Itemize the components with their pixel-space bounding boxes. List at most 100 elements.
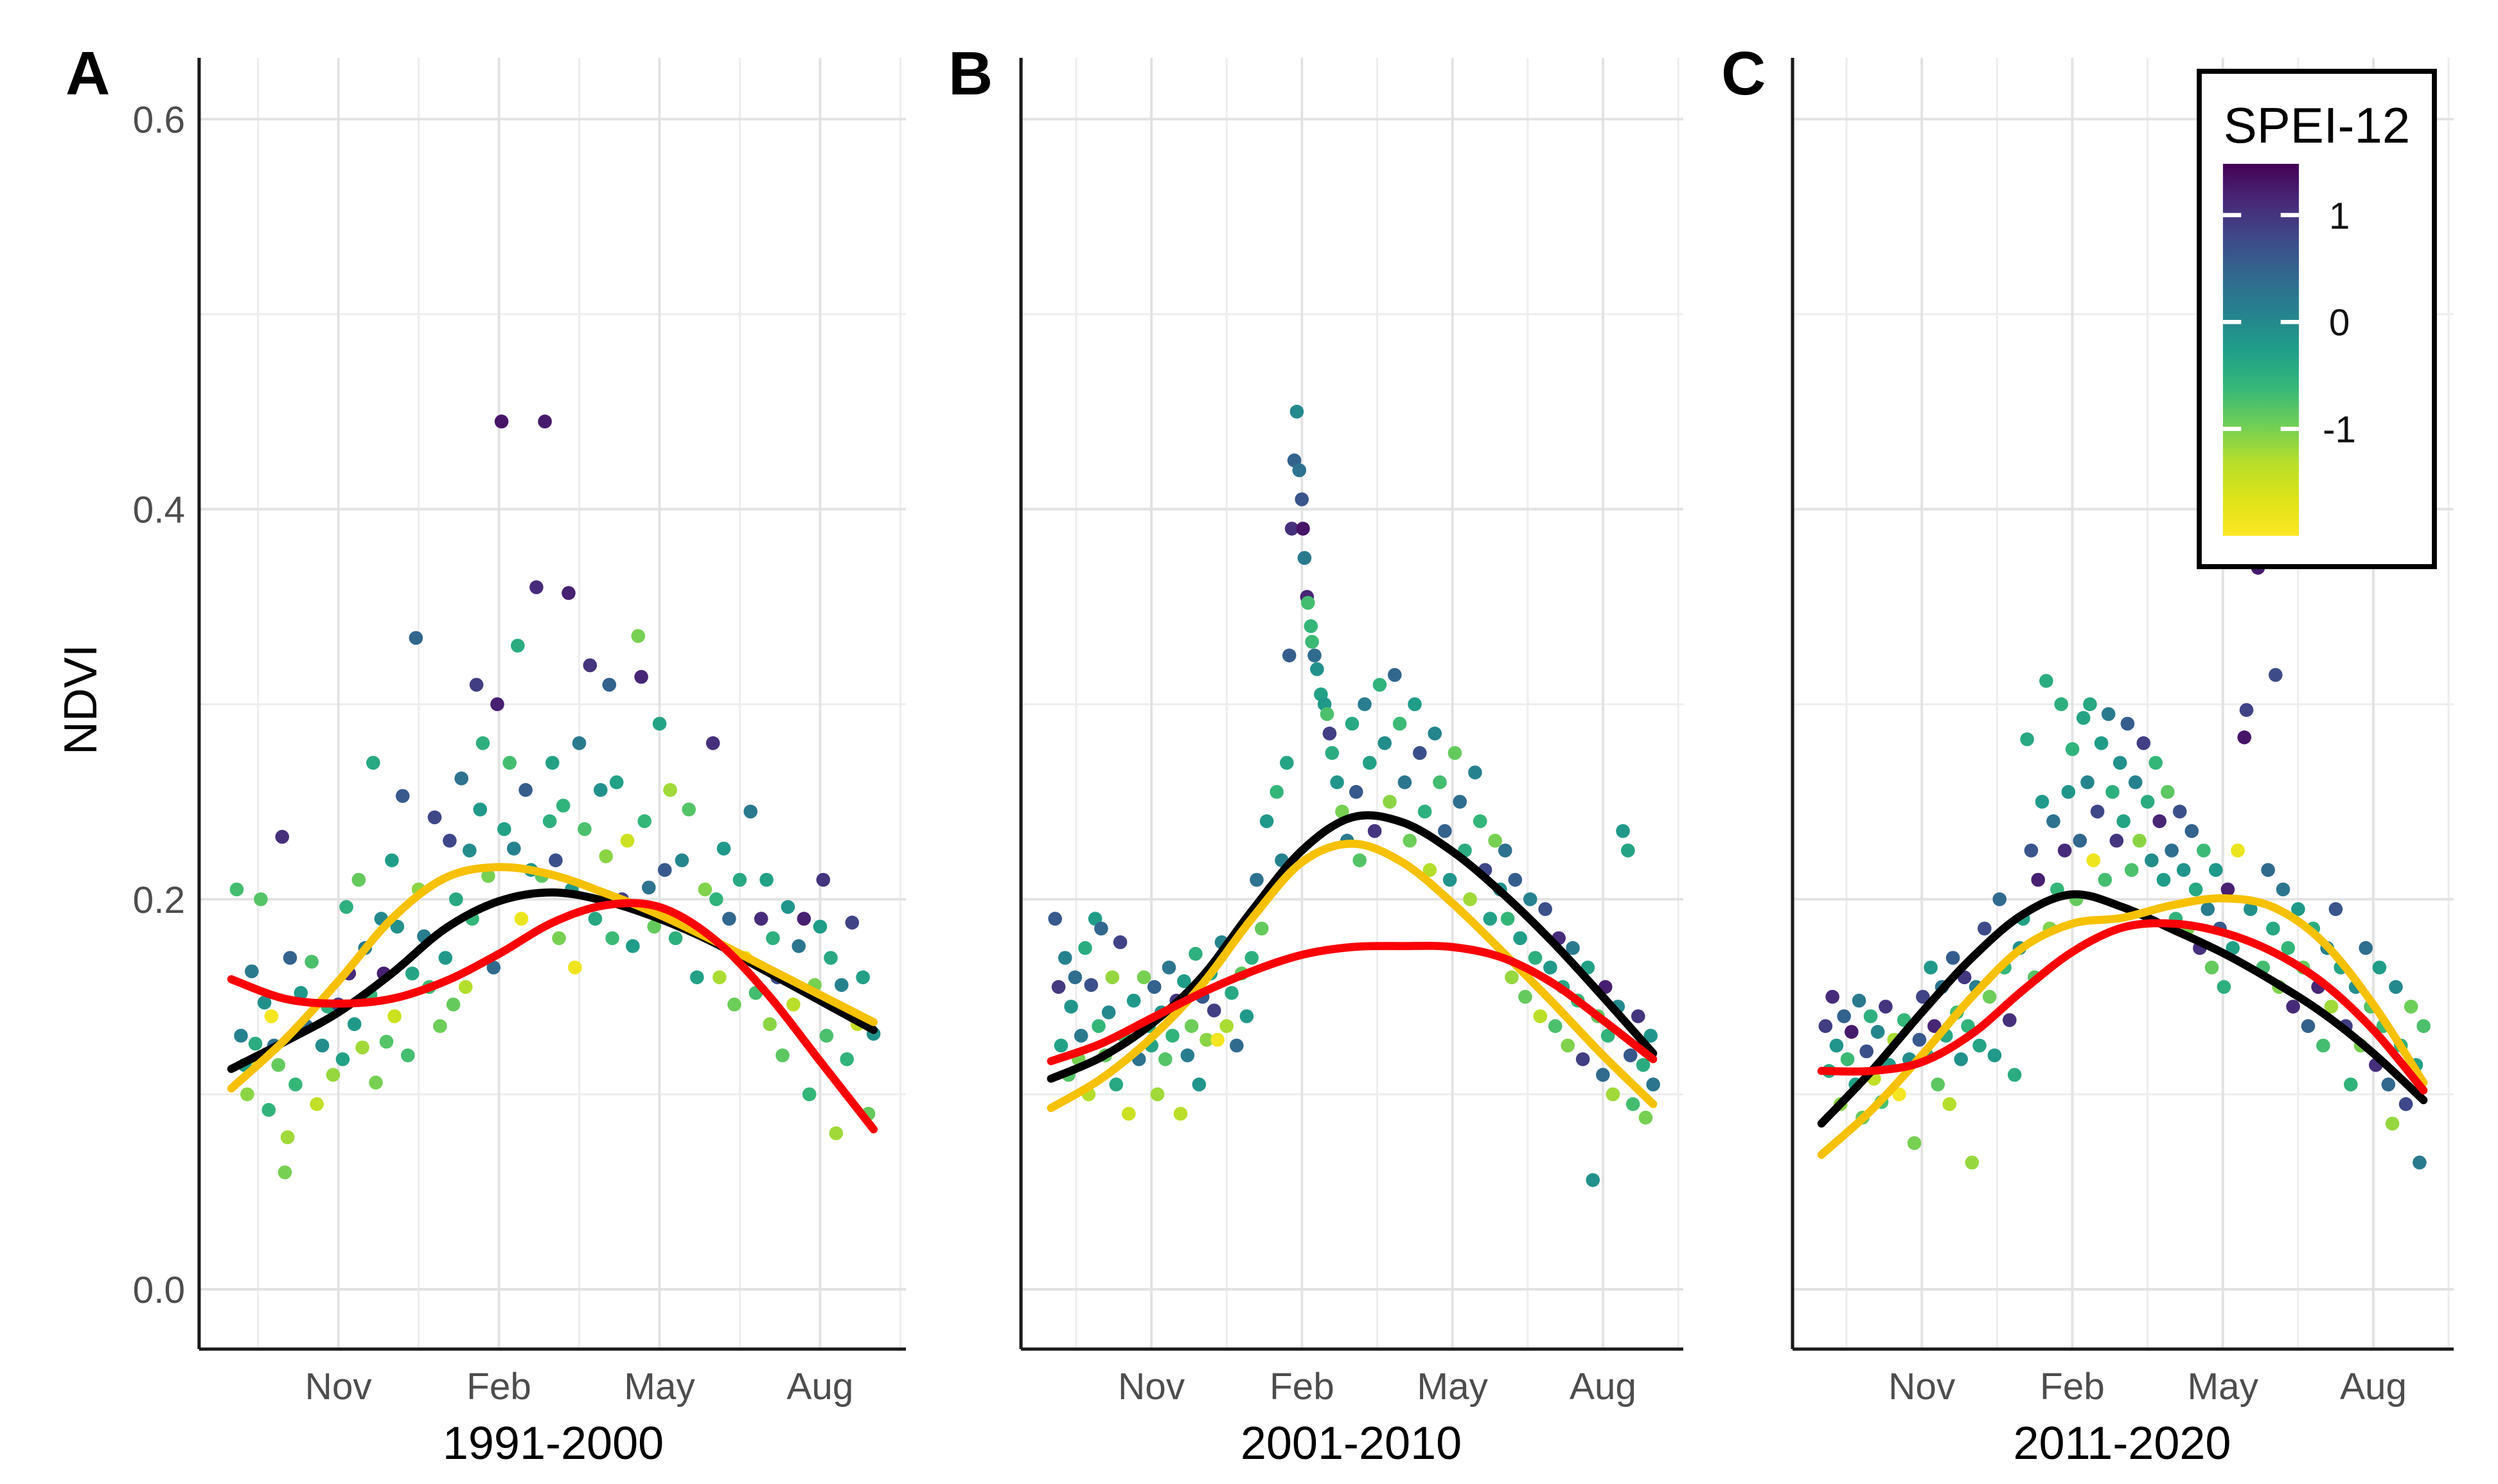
y-axis-title: NDVI bbox=[56, 644, 108, 755]
scatter-point bbox=[1367, 824, 1382, 838]
scatter-point bbox=[709, 892, 723, 906]
scatter-point bbox=[668, 931, 683, 946]
scatter-point bbox=[1092, 1019, 1106, 1034]
scatter-point bbox=[2098, 872, 2113, 887]
scatter-point bbox=[1646, 1077, 1660, 1091]
y-tick-label: 0.6 bbox=[133, 99, 185, 141]
scatter-point bbox=[1084, 978, 1099, 993]
x-axis-title-a: 1991-2000 bbox=[442, 1418, 664, 1471]
smooth-line-red bbox=[1817, 919, 2428, 1095]
scatter-point bbox=[1965, 1155, 1980, 1170]
scatter-point bbox=[1101, 1005, 1116, 1020]
scatter-point bbox=[1122, 1106, 1136, 1121]
scatter-point bbox=[1945, 951, 1960, 965]
scatter-point bbox=[1282, 648, 1297, 663]
scatter-point bbox=[1270, 784, 1284, 799]
scatter-point bbox=[1296, 522, 1310, 536]
scatter-point bbox=[1325, 746, 1340, 760]
scatter-point bbox=[1177, 974, 1191, 989]
scatter-point bbox=[1219, 1019, 1234, 1034]
smooth-line-black bbox=[1047, 811, 1658, 1083]
scatter-point bbox=[642, 880, 656, 895]
scatter-point bbox=[1625, 1097, 1640, 1111]
scatter-point bbox=[2404, 1000, 2418, 1014]
scatter-point bbox=[1508, 872, 1523, 887]
scatter-point bbox=[549, 853, 563, 867]
scatter-point bbox=[2090, 804, 2105, 819]
scatter-point bbox=[1094, 921, 1108, 936]
scatter-point bbox=[657, 863, 672, 877]
scatter-point bbox=[2220, 882, 2235, 897]
scatter-point bbox=[2276, 882, 2290, 897]
scatter-point bbox=[294, 985, 308, 1000]
scatter-point bbox=[1158, 1052, 1173, 1066]
scatter-point bbox=[1255, 921, 1269, 936]
scatter-point bbox=[1818, 1019, 1833, 1034]
scatter-point bbox=[275, 829, 289, 844]
scatter-point bbox=[1543, 960, 1557, 975]
scatter-point bbox=[1349, 784, 1363, 799]
scatter-point bbox=[588, 912, 603, 926]
scatter-point bbox=[1064, 1000, 1078, 1014]
scatter-point bbox=[2184, 824, 2199, 838]
scatter-point bbox=[786, 997, 801, 1012]
scatter-point bbox=[2389, 980, 2403, 994]
scatter-point bbox=[1442, 872, 1457, 887]
scatter-point bbox=[2124, 863, 2139, 877]
scatter-point bbox=[2140, 795, 2155, 809]
scatter-point bbox=[813, 919, 828, 934]
scatter-point bbox=[240, 1087, 254, 1102]
scatter-point bbox=[2076, 711, 2091, 725]
scatter-point bbox=[1150, 1087, 1165, 1102]
scatter-point bbox=[2148, 755, 2163, 770]
scatter-point bbox=[599, 849, 613, 863]
scatter-point bbox=[1992, 892, 2006, 906]
smooth-line-black bbox=[1817, 890, 2428, 1128]
scatter-point bbox=[347, 1017, 362, 1032]
scatter-point bbox=[568, 960, 582, 975]
scatter-point bbox=[797, 912, 811, 926]
scatter-point bbox=[2128, 775, 2143, 790]
scatter-point bbox=[438, 951, 453, 965]
scatter-point bbox=[1307, 648, 1322, 663]
scatter-point bbox=[1304, 619, 1318, 633]
x-tick-label: May bbox=[2187, 1366, 2258, 1408]
scatter-point bbox=[502, 755, 517, 770]
scatter-point bbox=[2086, 853, 2101, 867]
scatter-point bbox=[716, 842, 731, 856]
scatter-point bbox=[1566, 941, 1580, 955]
scatter-point bbox=[315, 1038, 330, 1053]
scatter-point bbox=[2286, 1000, 2300, 1014]
scatter-point bbox=[743, 804, 757, 819]
scatter-point bbox=[1505, 970, 1519, 985]
scatter-point bbox=[1433, 775, 1447, 790]
scatter-point bbox=[2291, 902, 2305, 916]
scatter-point bbox=[427, 810, 442, 825]
scatter-point bbox=[1463, 892, 1477, 906]
scatter-point bbox=[2145, 853, 2159, 867]
scatter-point bbox=[2116, 814, 2130, 829]
scatter-point bbox=[675, 853, 689, 867]
scatter-point bbox=[2165, 844, 2179, 858]
scatter-point bbox=[775, 1048, 790, 1063]
scatter-point bbox=[2031, 872, 2045, 887]
scatter-point bbox=[682, 802, 696, 817]
y-tick-label: 0.4 bbox=[133, 490, 185, 531]
scatter-point bbox=[1200, 1032, 1214, 1047]
scatter-point bbox=[1289, 405, 1304, 419]
scatter-point bbox=[652, 716, 667, 731]
scatter-point bbox=[481, 869, 495, 883]
panel-b: Nov Feb May Aug bbox=[1019, 58, 1683, 1408]
panel-label-c: C bbox=[1721, 39, 1766, 108]
scatter-point bbox=[2065, 742, 2080, 756]
scatter-point bbox=[754, 912, 768, 926]
scatter-point bbox=[1184, 1019, 1199, 1034]
scatter-point bbox=[1113, 935, 1128, 950]
scatter-point bbox=[1448, 746, 1462, 760]
scatter-point bbox=[1345, 716, 1360, 731]
scatter-point bbox=[454, 771, 468, 786]
scatter-point bbox=[2046, 814, 2060, 829]
scatter-point bbox=[2359, 941, 2373, 955]
scatter-point bbox=[2105, 784, 2120, 799]
scatter-point bbox=[647, 919, 661, 934]
